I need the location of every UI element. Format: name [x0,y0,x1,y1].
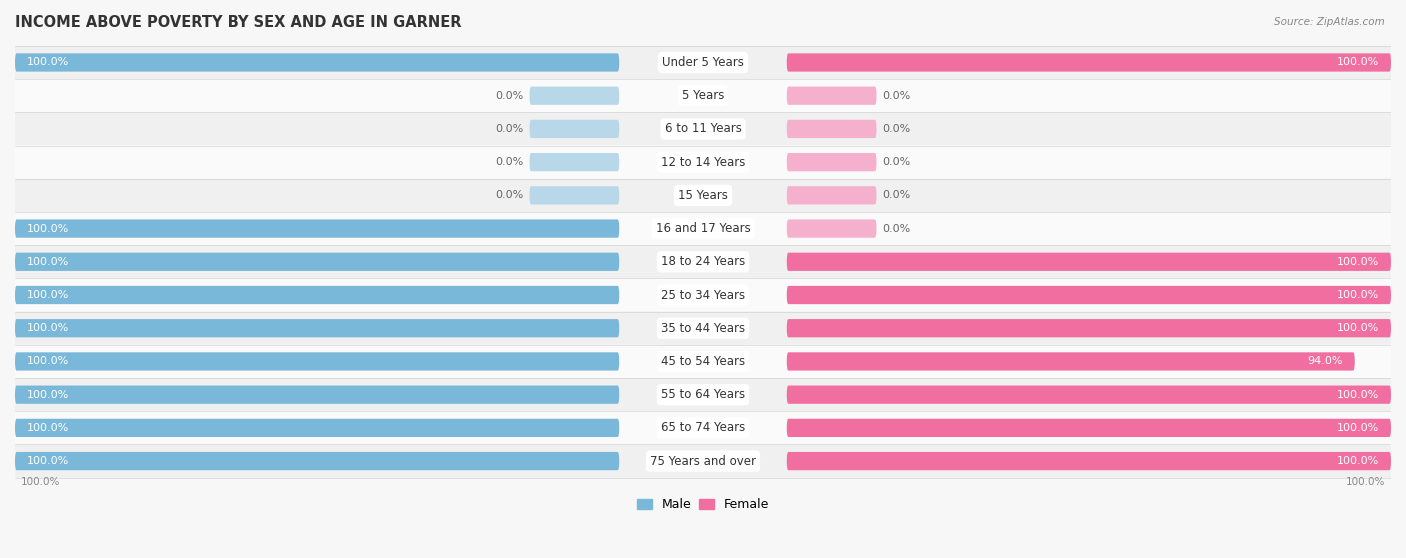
Text: 100.0%: 100.0% [1337,57,1379,68]
Text: 100.0%: 100.0% [27,290,69,300]
FancyBboxPatch shape [15,46,1391,79]
Text: 65 to 74 Years: 65 to 74 Years [661,421,745,434]
FancyBboxPatch shape [15,452,619,470]
Text: Under 5 Years: Under 5 Years [662,56,744,69]
Text: 16 and 17 Years: 16 and 17 Years [655,222,751,235]
Text: 100.0%: 100.0% [1337,290,1379,300]
FancyBboxPatch shape [15,378,1391,411]
FancyBboxPatch shape [787,386,1391,404]
Text: 100.0%: 100.0% [27,323,69,333]
FancyBboxPatch shape [15,411,1391,445]
Text: 75 Years and over: 75 Years and over [650,455,756,468]
FancyBboxPatch shape [787,54,1391,71]
FancyBboxPatch shape [15,445,1391,478]
Text: 15 Years: 15 Years [678,189,728,202]
FancyBboxPatch shape [15,345,1391,378]
Text: 100.0%: 100.0% [21,477,60,487]
Text: 0.0%: 0.0% [883,190,911,200]
FancyBboxPatch shape [787,319,1391,338]
FancyBboxPatch shape [15,319,619,338]
FancyBboxPatch shape [787,452,1391,470]
Text: 100.0%: 100.0% [27,357,69,367]
Text: 100.0%: 100.0% [27,423,69,433]
Text: 100.0%: 100.0% [27,57,69,68]
FancyBboxPatch shape [15,286,619,304]
Text: 45 to 54 Years: 45 to 54 Years [661,355,745,368]
Text: 100.0%: 100.0% [27,389,69,400]
FancyBboxPatch shape [15,112,1391,146]
Text: 55 to 64 Years: 55 to 64 Years [661,388,745,401]
FancyBboxPatch shape [15,311,1391,345]
FancyBboxPatch shape [15,219,619,238]
Text: 0.0%: 0.0% [883,124,911,134]
Text: 100.0%: 100.0% [1337,423,1379,433]
Text: 100.0%: 100.0% [1337,257,1379,267]
Text: 100.0%: 100.0% [1337,456,1379,466]
FancyBboxPatch shape [15,386,619,404]
Text: 0.0%: 0.0% [495,124,523,134]
FancyBboxPatch shape [530,186,619,204]
FancyBboxPatch shape [15,179,1391,212]
Text: 35 to 44 Years: 35 to 44 Years [661,322,745,335]
FancyBboxPatch shape [787,186,876,204]
FancyBboxPatch shape [15,253,619,271]
FancyBboxPatch shape [530,120,619,138]
FancyBboxPatch shape [787,219,876,238]
Text: Source: ZipAtlas.com: Source: ZipAtlas.com [1274,17,1385,27]
Text: 100.0%: 100.0% [1346,477,1385,487]
FancyBboxPatch shape [787,253,1391,271]
FancyBboxPatch shape [787,120,876,138]
FancyBboxPatch shape [15,212,1391,245]
Text: 12 to 14 Years: 12 to 14 Years [661,156,745,169]
Text: 0.0%: 0.0% [495,190,523,200]
Legend: Male, Female: Male, Female [631,493,775,516]
FancyBboxPatch shape [15,54,619,71]
Text: 0.0%: 0.0% [883,157,911,167]
Text: 25 to 34 Years: 25 to 34 Years [661,288,745,301]
Text: 0.0%: 0.0% [495,91,523,100]
Text: 0.0%: 0.0% [883,91,911,100]
Text: 18 to 24 Years: 18 to 24 Years [661,255,745,268]
Text: 5 Years: 5 Years [682,89,724,102]
Text: 0.0%: 0.0% [495,157,523,167]
FancyBboxPatch shape [787,86,876,105]
FancyBboxPatch shape [530,86,619,105]
FancyBboxPatch shape [15,79,1391,112]
Text: 100.0%: 100.0% [1337,389,1379,400]
FancyBboxPatch shape [787,153,876,171]
Text: 100.0%: 100.0% [27,224,69,234]
FancyBboxPatch shape [15,146,1391,179]
Text: 100.0%: 100.0% [1337,323,1379,333]
Text: 6 to 11 Years: 6 to 11 Years [665,122,741,136]
FancyBboxPatch shape [15,278,1391,311]
Text: 100.0%: 100.0% [27,257,69,267]
FancyBboxPatch shape [787,352,1355,371]
FancyBboxPatch shape [15,352,619,371]
Text: INCOME ABOVE POVERTY BY SEX AND AGE IN GARNER: INCOME ABOVE POVERTY BY SEX AND AGE IN G… [15,15,461,30]
FancyBboxPatch shape [15,245,1391,278]
FancyBboxPatch shape [787,286,1391,304]
FancyBboxPatch shape [787,418,1391,437]
Text: 100.0%: 100.0% [27,456,69,466]
Text: 94.0%: 94.0% [1308,357,1343,367]
Text: 0.0%: 0.0% [883,224,911,234]
FancyBboxPatch shape [530,153,619,171]
FancyBboxPatch shape [15,418,619,437]
